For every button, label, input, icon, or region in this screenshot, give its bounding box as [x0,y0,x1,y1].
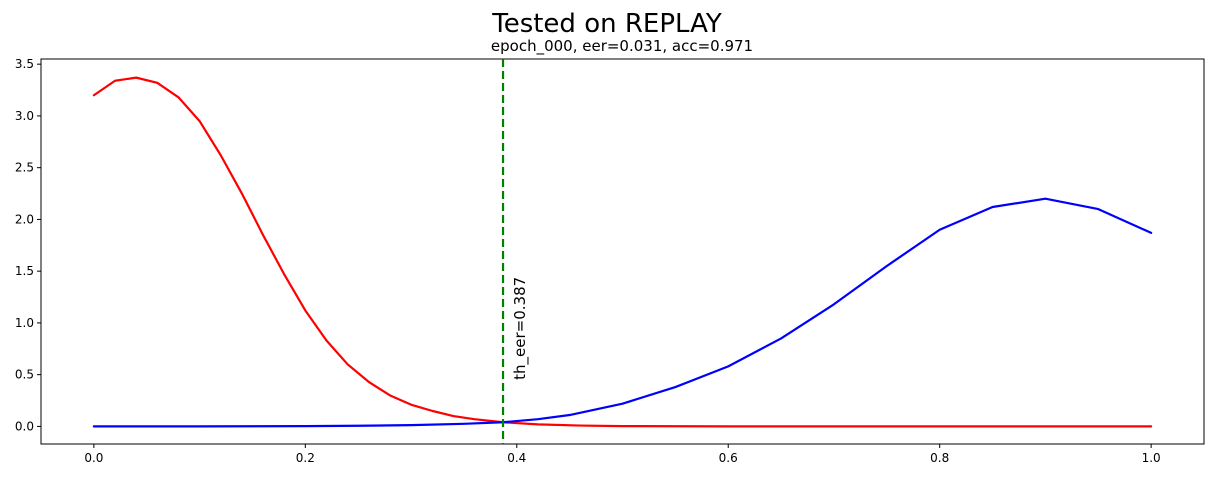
x-tick-label: 0.4 [507,451,526,465]
y-tick-label: 2.5 [15,161,34,175]
x-tick-label: 1.0 [1142,451,1161,465]
y-tick-label: 2.0 [15,212,34,226]
threshold-label: th_eer=0.387 [511,277,530,380]
series-line-0 [92,76,1153,428]
series-layer [92,76,1153,428]
chart-subtitle: epoch_000, eer=0.031, acc=0.971 [491,37,753,56]
y-tick-label: 0.0 [15,419,34,433]
x-tick-label: 0.2 [296,451,315,465]
series-line-1 [92,197,1153,428]
x-tick-label: 0.0 [84,451,103,465]
y-tick-label: 1.0 [15,316,34,330]
chart-title: Tested on REPLAY [491,9,722,39]
y-tick-label: 1.5 [15,264,34,278]
plot-area [40,58,1205,445]
y-tick-label: 0.5 [15,368,34,382]
y-tick-label: 3.5 [15,57,34,71]
y-tick-label: 3.0 [15,109,34,123]
threshold-layer: th_eer=0.387 [501,59,530,444]
ticks-layer: 0.0 0.2 0.4 0.6 0.8 1.0 0.0 0.5 1.0 1.5 2.0 2.5 3.0 3… [15,57,1161,465]
x-tick-label: 0.6 [719,451,738,465]
x-tick-label: 0.8 [930,451,949,465]
plot-frame [40,58,1205,445]
